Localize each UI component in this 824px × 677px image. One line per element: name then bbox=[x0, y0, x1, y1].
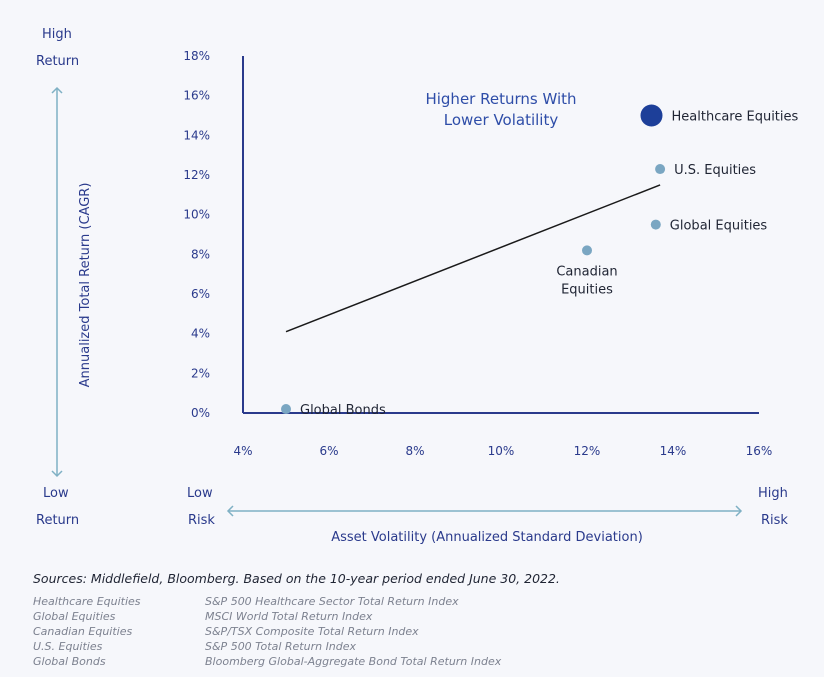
data-point-healthcare-equities bbox=[640, 104, 663, 127]
data-point-canadian-equities bbox=[582, 245, 592, 256]
x-tick-label: 10% bbox=[488, 444, 515, 458]
data-point-global-bonds bbox=[281, 404, 291, 415]
point-label-canadian-equities: Canadian bbox=[556, 264, 617, 279]
legend-asset-name: U.S. Equities bbox=[33, 640, 103, 653]
x-axis-title: Asset Volatility (Annualized Standard De… bbox=[331, 530, 643, 545]
y-tick-label: 6% bbox=[191, 287, 210, 301]
point-labels: Healthcare Equities U.S. Equities Global E… bbox=[300, 110, 799, 419]
y-tick-label: 2% bbox=[191, 366, 210, 380]
data-point-global-equities bbox=[650, 219, 661, 230]
legend-row: Healthcare Equities S&P 500 Healthcare Se… bbox=[33, 594, 501, 609]
legend-index-name: S&P 500 Healthcare Sector Total Return I… bbox=[205, 595, 459, 608]
legend-index-name: Bloomberg Global-Aggregate Bond Total Re… bbox=[205, 655, 502, 668]
high-return-label-2: Return bbox=[36, 54, 80, 69]
legend-row: U.S. Equities S&P 500 Total Return Index bbox=[33, 639, 501, 654]
point-label-u-s-equities: U.S. Equities bbox=[674, 163, 756, 178]
trend-line-group bbox=[285, 184, 661, 333]
high-risk-label-1: High bbox=[758, 486, 788, 501]
legend-asset-name: Healthcare Equities bbox=[33, 595, 141, 608]
point-label-healthcare-equities: Healthcare Equities bbox=[672, 110, 799, 125]
y-tick-label: 18% bbox=[183, 49, 210, 63]
point-label-canadian-equities: Equities bbox=[561, 282, 613, 297]
y-tick-label: 12% bbox=[183, 168, 210, 182]
legend-asset-name: Canadian Equities bbox=[33, 625, 133, 638]
x-tick-label: 16% bbox=[746, 444, 773, 458]
high-return-label-1: High bbox=[42, 27, 72, 42]
legend-asset-name: Global Equities bbox=[33, 610, 116, 623]
trend-line bbox=[285, 184, 661, 333]
sources-note: Sources: Middlefield, Bloomberg. Based o… bbox=[33, 571, 560, 586]
y-tick-label: 4% bbox=[191, 327, 210, 341]
legend-index-name: S&P/TSX Composite Total Return Index bbox=[205, 625, 419, 638]
legend-row: Global Equities MSCI World Total Return I… bbox=[33, 609, 501, 624]
x-tick-label: 8% bbox=[405, 444, 424, 458]
x-tick-labels: 4% 6% 8% 10% 12% 14% 16% bbox=[233, 444, 772, 458]
point-label-global-bonds: Global Bonds bbox=[300, 403, 386, 418]
data-point-u-s-equities bbox=[655, 164, 666, 175]
point-label-global-equities: Global Equities bbox=[670, 219, 768, 234]
legend-row: Global Bonds Bloomberg Global-Aggregate B… bbox=[33, 654, 501, 669]
index-legend: Healthcare Equities S&P 500 Healthcare Se… bbox=[33, 594, 501, 669]
x-tick-label: 12% bbox=[574, 444, 601, 458]
scatter-chart: Annualized Total Return (CAGR) Asset Vol… bbox=[51, 49, 799, 545]
y-axis-title: Annualized Total Return (CAGR) bbox=[78, 183, 93, 388]
y-tick-label: 0% bbox=[191, 406, 210, 420]
y-tick-label: 8% bbox=[191, 247, 210, 261]
high-risk-label-2: Risk bbox=[761, 513, 788, 528]
annotation-line: Higher Returns With bbox=[425, 90, 576, 108]
y-tick-label: 10% bbox=[183, 208, 210, 222]
legend-row: Canadian Equities S&P/TSX Composite Total… bbox=[33, 624, 501, 639]
legend-asset-name: Global Bonds bbox=[33, 655, 106, 668]
annotation: Higher Returns With Lower Volatility bbox=[425, 90, 576, 129]
y-tick-label: 14% bbox=[183, 128, 210, 142]
annotation-line: Lower Volatility bbox=[444, 111, 559, 129]
low-risk-label-1: Low bbox=[187, 486, 213, 501]
legend-index-name: S&P 500 Total Return Index bbox=[205, 640, 357, 653]
x-tick-label: 14% bbox=[660, 444, 687, 458]
y-tick-labels: 0% 2% 4% 6% 8% 10% 12% 14% 16% 18% bbox=[183, 49, 210, 420]
x-tick-label: 4% bbox=[233, 444, 252, 458]
x-tick-label: 6% bbox=[319, 444, 338, 458]
axes bbox=[242, 56, 759, 414]
low-risk-label-2: Risk bbox=[188, 513, 215, 528]
low-return-label-2: Return bbox=[36, 513, 80, 528]
low-return-label-1: Low bbox=[43, 486, 69, 501]
y-tick-label: 16% bbox=[183, 89, 210, 103]
legend-index-name: MSCI World Total Return Index bbox=[205, 610, 373, 623]
data-points bbox=[281, 104, 666, 415]
